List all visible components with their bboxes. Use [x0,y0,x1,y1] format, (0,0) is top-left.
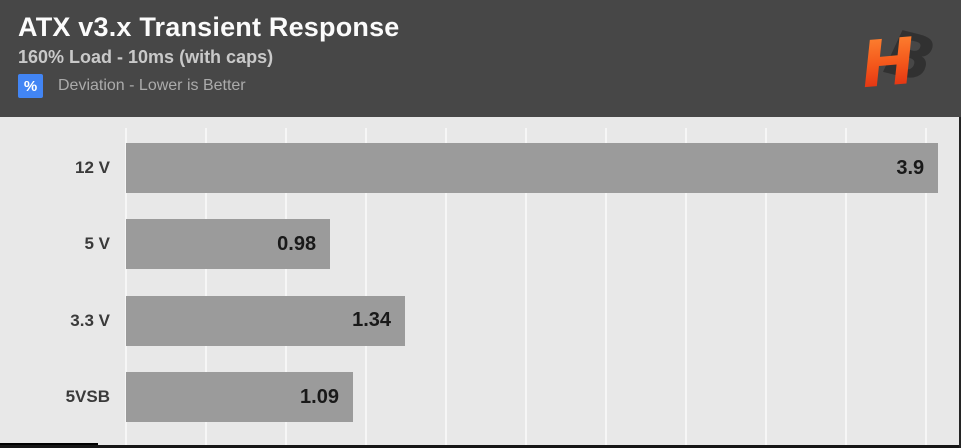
gridline [845,128,848,445]
chart-legend: % Deviation - Lower is Better [18,74,961,98]
bar-chart: 12 V 3.9 5 V 0.98 3.3 V 1.34 5VSB 1.09 [0,117,961,448]
gridline [765,128,768,445]
gridline [445,128,448,445]
gridline [605,128,608,445]
category-label: 5VSB [65,387,110,407]
chart-title: ATX v3.x Transient Response [18,12,400,42]
value-label: 1.34 [352,309,392,332]
bar-track: 3.9 [126,143,959,193]
bar-track: 1.34 [126,295,959,346]
hardware-busters-logo-icon: B H [855,2,943,110]
bar-track: 0.98 [126,219,959,270]
category-label: 3.3 V [70,310,110,330]
gridline [365,128,368,445]
gridline [685,128,688,445]
bottom-edge [0,445,959,448]
category-label: 5 V [84,234,110,254]
gridline [285,128,288,445]
gridline [125,128,127,445]
chart-subtitle: 160% Load - 10ms (with caps) [18,47,274,67]
bar-3.3-v: 1.34 [126,295,406,346]
logo-letter-h: H [858,25,918,103]
bar-row: 5 V 0.98 [0,219,959,295]
bar-rows: 12 V 3.9 5 V 0.98 3.3 V 1.34 5VSB 1.09 [0,143,959,448]
value-label: 3.9 [896,156,925,179]
bar-track: 1.09 [126,372,959,423]
gridline [205,128,207,445]
gridline [925,128,928,445]
bar-5vsb: 1.09 [126,372,353,423]
bar-5-v: 0.98 [126,219,331,270]
category-label: 12 V [75,158,110,177]
value-label: 1.09 [300,385,339,408]
bar-row: 12 V 3.9 [0,143,959,219]
bar-row: 5VSB 1.09 [0,372,959,448]
value-label: 0.98 [277,232,317,255]
legend-label: Deviation - Lower is Better [58,77,246,94]
bar-12-v: 3.9 [126,143,939,193]
percent-badge-label: % [23,77,38,95]
percent-badge-icon: % [18,74,43,98]
chart-header: ATX v3.x Transient Response 160% Load - … [0,0,961,117]
gridlines [125,128,959,445]
bar-row: 3.3 V 1.34 [0,295,959,372]
gridline [525,128,528,445]
